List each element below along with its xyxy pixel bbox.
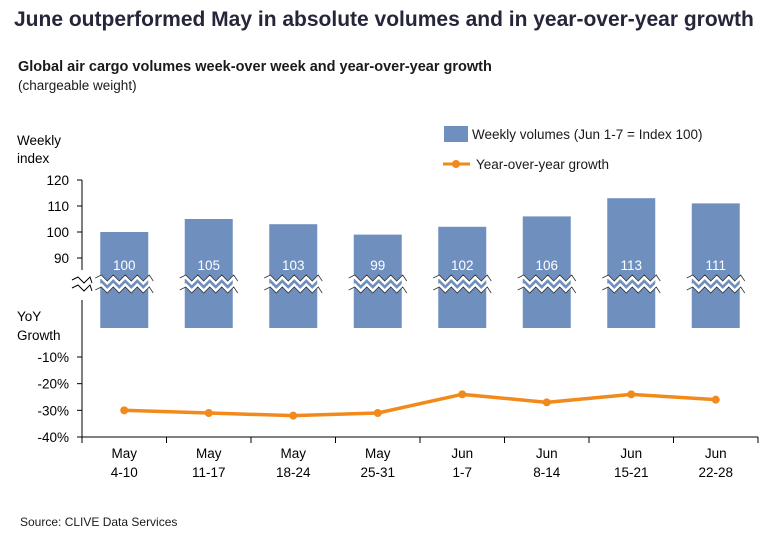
chart-subtitle: (chargeable weight): [18, 78, 137, 93]
bar-break-line: [517, 274, 577, 282]
x-tick-label-month: May: [280, 446, 306, 461]
bar-break-gap: [686, 282, 746, 294]
volume-bar-label: 100: [113, 258, 136, 273]
volume-bar: [184, 219, 233, 328]
bar-break-line: [517, 286, 577, 294]
chart-headline: June outperformed May in absolute volume…: [14, 8, 754, 31]
x-tick-label-days: 11-17: [192, 465, 226, 480]
bar-break-line: [686, 274, 746, 282]
yoy-growth-point: [458, 390, 467, 399]
bar-break-gap: [94, 282, 155, 294]
volume-bar-label: 99: [370, 258, 385, 273]
bar-break-line: [348, 274, 408, 282]
yoy-growth-point: [711, 395, 720, 404]
bottom-y-tick-label: -40%: [37, 430, 69, 445]
x-tick-label-days: 25-31: [360, 465, 395, 480]
bar-break-line: [433, 286, 492, 294]
bar-break-gap: [179, 282, 239, 294]
volume-bar: [522, 216, 571, 328]
bar-break-line: [686, 286, 746, 294]
x-tick-label-days: 8-14: [533, 465, 561, 480]
bar-break-line: [433, 274, 492, 282]
legend-line-marker: [452, 160, 460, 168]
volume-bar-label: 103: [282, 258, 305, 273]
yoy-growth-point: [627, 390, 636, 399]
bar-break-gap: [432, 282, 493, 294]
legend-bar-swatch: [444, 126, 468, 142]
x-tick-label-month: May: [111, 446, 137, 461]
bar-break-line: [264, 274, 323, 282]
bar-break-line: [602, 286, 661, 294]
x-tick-label-days: 15-21: [614, 465, 649, 480]
x-tick-label-month: Jun: [705, 446, 727, 461]
bar-break-gap: [517, 282, 577, 294]
x-tick-label-days: 4-10: [111, 465, 138, 480]
legend-bar-label: Weekly volumes (Jun 1-7 = Index 100): [472, 127, 703, 142]
bar-break-gap: [263, 282, 324, 294]
bar-break-gap: [517, 274, 577, 286]
top-axis-title-line2: index: [17, 151, 50, 166]
volume-bar-label: 102: [451, 258, 474, 273]
top-y-tick-label: 100: [46, 225, 69, 240]
bar-break-line: [179, 286, 239, 294]
volume-bar-label: 113: [620, 258, 642, 273]
bar-break-line: [95, 286, 154, 294]
bar-break-gap: [348, 274, 408, 286]
bottom-y-tick-label: -20%: [37, 377, 69, 392]
yoy-growth-point: [542, 398, 551, 407]
top-y-tick-label: 90: [54, 251, 69, 266]
bar-break-line: [95, 274, 154, 282]
bar-break-line: [348, 286, 408, 294]
x-tick-label-days: 22-28: [698, 465, 733, 480]
chart-legend: Weekly volumes (Jun 1-7 = Index 100) Yea…: [443, 126, 703, 172]
line-series: [120, 390, 720, 420]
x-tick-label-days: 1-7: [452, 465, 472, 480]
yoy-growth-point: [373, 409, 382, 417]
x-tick-label-month: Jun: [536, 446, 558, 461]
bar-break-line: [264, 286, 323, 294]
volume-bar-label: 111: [705, 258, 726, 273]
bottom-y-tick-label: -10%: [37, 350, 69, 365]
volume-bar: [691, 203, 740, 328]
yoy-growth-point: [120, 406, 129, 415]
yoy-growth-line: [124, 392, 716, 418]
bottom-axis-break: [71, 284, 93, 292]
top-axis-title-line1: Weekly: [17, 133, 61, 148]
bar-break-gap: [432, 274, 493, 286]
source-note: Source: CLIVE Data Services: [20, 515, 178, 529]
bar-break-gap: [348, 282, 408, 294]
bar-break-line: [602, 274, 661, 282]
bar-break-gap: [94, 274, 155, 286]
x-tick-label-month: Jun: [451, 446, 473, 461]
bottom-axis-title-line2: Growth: [17, 328, 61, 343]
bar-break-line: [179, 274, 239, 282]
bar-break-gap: [686, 274, 746, 286]
x-tick-label-month: May: [365, 446, 391, 461]
yoy-growth-point: [204, 409, 213, 417]
bottom-axis-title-line1: YoY: [17, 309, 41, 324]
volume-bar-label: 106: [535, 258, 558, 273]
top-axis-break: [71, 276, 93, 284]
bar-break-gap: [601, 274, 662, 286]
legend-line-label: Year-over-year growth: [476, 157, 609, 172]
x-axis-labels: May 4-10 May 11-17 May 18-24 May 25-31 Jun 1-7 Jun…: [111, 446, 733, 480]
top-y-tick-label: 110: [47, 199, 69, 214]
volume-bar: [607, 198, 656, 328]
bar-break-gap: [601, 282, 662, 294]
chart-axes: 120 110 100 90 -10% -20% -30% -40%: [37, 173, 759, 445]
bar-series: 100 105 103 99 102 106 113 111: [94, 198, 746, 328]
top-y-tick-label: 120: [46, 173, 69, 188]
x-tick-label-month: Jun: [620, 446, 642, 461]
bar-break-gap: [179, 274, 239, 286]
bottom-y-tick-label: -30%: [37, 403, 69, 418]
yoy-growth-point: [289, 411, 298, 420]
x-tick-label-days: 18-24: [276, 465, 311, 480]
volume-bar-label: 105: [197, 258, 220, 273]
x-tick-label-month: May: [196, 446, 222, 461]
bar-break-gap: [263, 274, 324, 286]
chart-title: Global air cargo volumes week-over week …: [18, 59, 492, 75]
